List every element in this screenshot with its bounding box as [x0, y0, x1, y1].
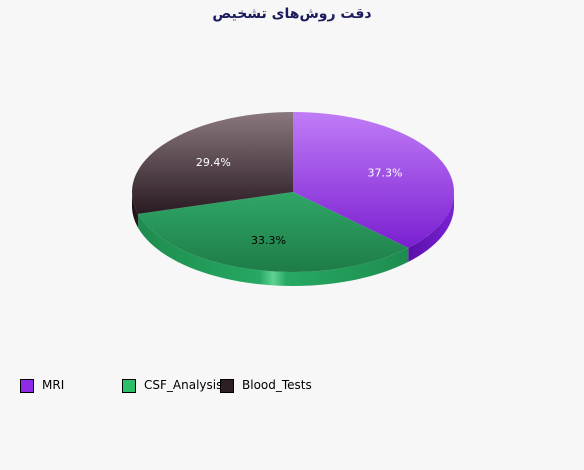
legend-label: Blood_Tests [242, 378, 312, 392]
legend-swatch [20, 379, 34, 393]
pie-slice-blood-tests[interactable] [132, 112, 293, 214]
legend-label: CSF_Analysis [144, 378, 223, 392]
pie-slice-mri[interactable] [293, 112, 454, 248]
legend-swatch [220, 379, 234, 393]
pie-slice-csf-analysis[interactable] [138, 192, 409, 272]
legend-label: MRI [42, 378, 65, 392]
pie-label-mri: 37.3% [368, 167, 403, 180]
pie-slice-side-blood-tests [132, 192, 139, 228]
pie-slice-side-mri [408, 192, 454, 262]
pie-label-blood-tests: 29.4% [196, 156, 231, 169]
pie-label-csf-analysis: 33.3% [251, 234, 286, 247]
chart-title: دقت روش‌های تشخیص [212, 6, 372, 22]
pie-slice-side-csf-analysis [138, 213, 409, 286]
legend-swatch [122, 379, 136, 393]
legend: MRI CSF_Analysis Blood_Tests [20, 378, 580, 400]
